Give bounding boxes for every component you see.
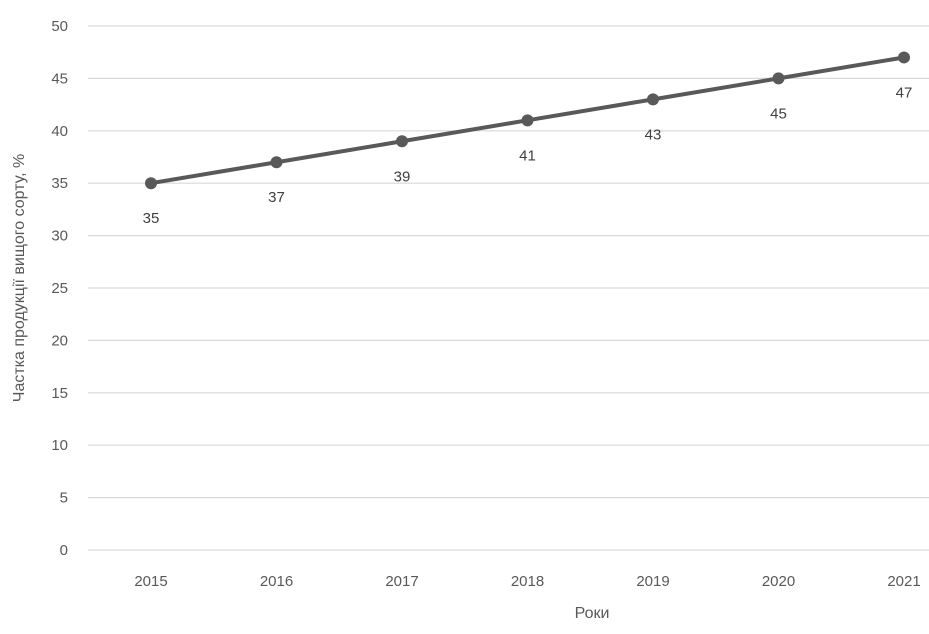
y-tick-label: 0 bbox=[60, 542, 68, 559]
y-axis-title: Частка продукції вищого сорту, % bbox=[11, 154, 28, 402]
x-tick-label: 2021 bbox=[887, 573, 920, 590]
x-tick-label: 2019 bbox=[636, 573, 669, 590]
data-label: 39 bbox=[394, 168, 411, 185]
data-point bbox=[270, 156, 283, 169]
data-point bbox=[145, 177, 157, 190]
y-tick-label: 10 bbox=[51, 437, 68, 454]
gridlines bbox=[88, 25, 929, 551]
data-point bbox=[898, 51, 910, 64]
x-axis-ticks: 2015 2016 2017 2018 2019 2020 2021 bbox=[134, 573, 920, 590]
y-axis-ticks: 0 5 10 15 20 25 30 35 40 45 50 bbox=[51, 18, 68, 559]
x-tick-label: 2018 bbox=[511, 573, 544, 590]
y-tick-label: 20 bbox=[51, 332, 68, 349]
x-axis-title: Роки bbox=[575, 605, 610, 622]
y-tick-label: 40 bbox=[51, 123, 68, 140]
data-point bbox=[396, 135, 408, 148]
x-tick-label: 2017 bbox=[385, 573, 418, 590]
data-label: 41 bbox=[519, 147, 536, 164]
y-tick-label: 30 bbox=[51, 228, 68, 245]
y-tick-label: 45 bbox=[51, 70, 68, 87]
data-label: 35 bbox=[143, 210, 160, 227]
data-point bbox=[521, 114, 534, 127]
x-tick-label: 2020 bbox=[762, 573, 795, 590]
y-tick-label: 35 bbox=[51, 175, 68, 192]
data-label: 47 bbox=[896, 84, 913, 101]
x-tick-label: 2015 bbox=[134, 573, 167, 590]
y-tick-label: 25 bbox=[51, 280, 68, 297]
data-label: 45 bbox=[770, 105, 787, 122]
y-tick-label: 15 bbox=[51, 385, 68, 402]
data-label: 37 bbox=[268, 189, 285, 206]
data-point bbox=[647, 93, 659, 106]
data-labels: 35 37 39 41 43 45 47 bbox=[143, 84, 913, 227]
x-tick-label: 2016 bbox=[260, 573, 293, 590]
data-point bbox=[772, 72, 785, 85]
data-label: 43 bbox=[645, 126, 662, 143]
series-group bbox=[145, 51, 910, 190]
y-tick-label: 5 bbox=[60, 490, 68, 507]
y-tick-label: 50 bbox=[51, 18, 68, 35]
